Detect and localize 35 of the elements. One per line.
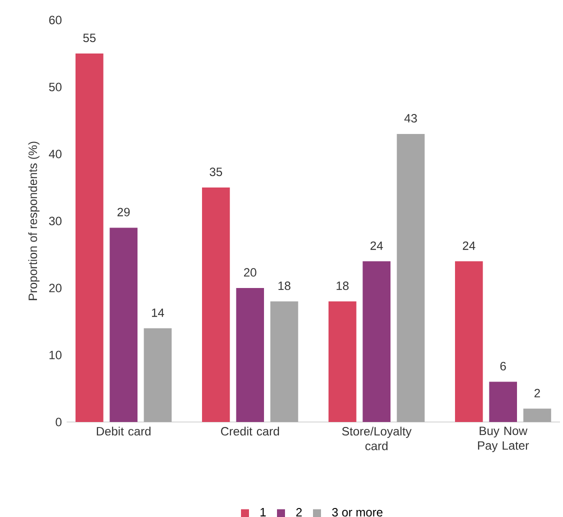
bar (76, 54, 104, 422)
x-tick-label: Credit card (221, 426, 279, 436)
x-tick-label: Debit card (96, 426, 150, 436)
data-label: 18 (336, 282, 349, 290)
data-label: 24 (370, 241, 383, 250)
data-label: 43 (404, 114, 417, 123)
data-label: 18 (278, 282, 290, 290)
bar (455, 261, 483, 422)
legend-label: 3 or more (332, 508, 382, 517)
data-label: 55 (83, 34, 96, 42)
y-tick-label: 20 (49, 284, 62, 292)
y-tick-label: 40 (48, 150, 62, 158)
data-label: 35 (210, 168, 222, 176)
bar (202, 188, 230, 422)
bar (489, 382, 517, 422)
data-label: 24 (462, 241, 476, 250)
data-label: 2 (534, 388, 540, 398)
bar (110, 228, 138, 422)
y-axis-title: Proportion of respondents (%) (28, 142, 40, 300)
bar (362, 261, 391, 422)
data-label: 6 (500, 362, 506, 370)
bar (236, 288, 264, 422)
y-tick-label: 10 (50, 350, 62, 360)
x-tick-label: Store/Loyalty card (342, 426, 412, 450)
data-label: 14 (152, 308, 164, 317)
data-label: 20 (244, 268, 256, 277)
y-tick-label: 60 (49, 16, 62, 24)
x-tick-label: Buy Now Pay Later (478, 426, 529, 452)
legend-label: 1 (260, 508, 266, 516)
y-tick-label: 30 (49, 216, 62, 226)
bar (328, 301, 356, 422)
data-label: 29 (118, 208, 130, 216)
y-tick-label: 0 (56, 418, 62, 426)
y-tick-label: 50 (49, 82, 62, 92)
legend-label: 2 (296, 508, 302, 516)
